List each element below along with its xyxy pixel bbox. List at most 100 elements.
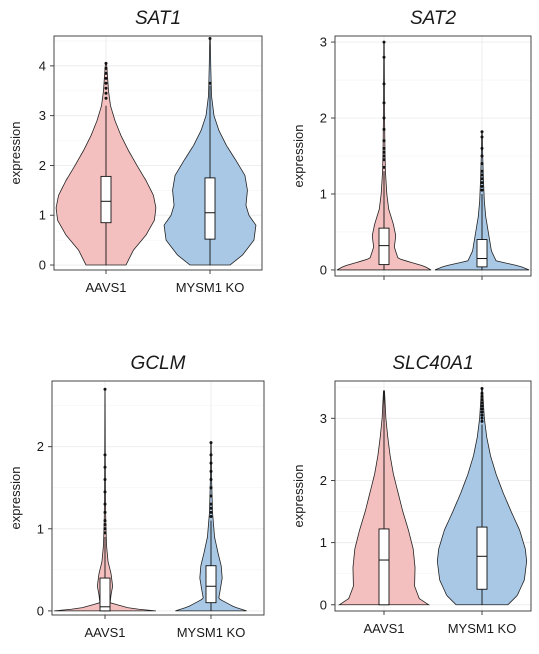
outlier-point xyxy=(480,146,484,150)
outlier-point xyxy=(103,465,107,469)
y-tick-label: 0 xyxy=(320,597,327,612)
box-iqr xyxy=(378,227,390,266)
outlier-point xyxy=(480,391,484,395)
outlier-point xyxy=(103,502,107,506)
outlier-point xyxy=(103,453,107,457)
outlier-point xyxy=(209,510,213,514)
panel-gclm: 0 1 2 AAVS1 MYSM1 KO expression GCLM xyxy=(8,353,265,640)
outlier-point xyxy=(382,55,386,59)
x-tick-label: AAVS1 xyxy=(86,280,127,295)
plot-border xyxy=(53,35,263,271)
y-tick-label: 1 xyxy=(39,208,46,223)
outlier-point xyxy=(480,188,484,192)
outlier-point xyxy=(480,173,484,177)
plot-border xyxy=(334,35,532,277)
box-iqr xyxy=(100,175,112,224)
outlier-point xyxy=(382,154,386,158)
box-iqr xyxy=(476,239,488,268)
outlier-point xyxy=(382,40,386,44)
outlier-point xyxy=(209,478,213,482)
outlier-point xyxy=(104,86,108,90)
outlier-point xyxy=(209,453,213,457)
outlier-point xyxy=(480,410,484,414)
panel-sat2: 0 1 2 3 expression SAT2 xyxy=(291,8,532,280)
outlier-point xyxy=(104,66,108,70)
outlier-point xyxy=(480,395,484,399)
outlier-point xyxy=(382,158,386,162)
chart-title: GCLM xyxy=(131,353,186,374)
outlier-point xyxy=(103,490,107,494)
outlier-point xyxy=(209,461,213,465)
chart-title: SAT2 xyxy=(410,8,457,29)
y-axis-label: expression xyxy=(8,122,23,185)
y-tick-label: 0 xyxy=(37,603,44,618)
outlier-point xyxy=(103,527,107,531)
outlier-point xyxy=(104,96,108,100)
outlier-point xyxy=(209,506,213,510)
y-tick-label: 1 xyxy=(320,186,327,201)
box-iqr xyxy=(378,528,390,606)
y-tick-label: 2 xyxy=(320,473,327,488)
box-iqr xyxy=(204,177,216,240)
plot-border xyxy=(51,380,265,616)
y-tick-label: 2 xyxy=(320,111,327,126)
y-axis-label: expression xyxy=(291,465,306,528)
y-tick-label: 3 xyxy=(320,35,327,50)
y-tick-label: 3 xyxy=(39,108,46,123)
outlier-point xyxy=(104,61,108,65)
y-tick-label: 0 xyxy=(320,262,327,277)
outlier-point xyxy=(480,401,484,405)
outlier-point xyxy=(104,81,108,85)
outlier-point xyxy=(103,531,107,535)
outlier-point xyxy=(480,386,484,390)
outlier-point xyxy=(209,441,213,445)
outlier-point xyxy=(480,177,484,181)
outlier-point xyxy=(103,510,107,514)
outlier-point xyxy=(208,81,212,85)
x-tick-label: MYSM1 KO xyxy=(176,280,245,295)
outlier-point xyxy=(103,387,107,391)
outlier-point xyxy=(480,404,484,408)
outlier-point xyxy=(382,116,386,120)
outlier-point xyxy=(104,71,108,75)
outlier-point xyxy=(104,91,108,95)
outlier-point xyxy=(480,162,484,166)
outlier-point xyxy=(209,514,213,518)
y-tick-label: 2 xyxy=(37,439,44,454)
panel-sat1: 0 1 2 3 4 AAVS1 MYSM1 KO expression SAT1 xyxy=(8,8,263,295)
outlier-point xyxy=(382,127,386,131)
box-iqr xyxy=(476,526,488,590)
outlier-point xyxy=(480,130,484,134)
y-tick-label: 2 xyxy=(39,158,46,173)
outlier-point xyxy=(209,502,213,506)
outlier-point xyxy=(103,523,107,527)
y-axis-label: expression xyxy=(291,125,306,188)
x-tick-label: AAVS1 xyxy=(364,621,405,636)
y-tick-label: 3 xyxy=(320,411,327,426)
outlier-point xyxy=(209,486,213,490)
outlier-point xyxy=(209,494,213,498)
x-tick-label: MYSM1 KO xyxy=(177,625,246,640)
chart-title: SAT1 xyxy=(135,8,181,29)
outlier-point xyxy=(480,398,484,402)
outlier-point xyxy=(382,146,386,150)
x-tick-label: AAVS1 xyxy=(85,625,126,640)
outlier-point xyxy=(382,150,386,154)
box-iqr xyxy=(99,577,111,612)
outlier-point xyxy=(209,469,213,473)
outlier-point xyxy=(480,154,484,158)
outlier-point xyxy=(480,413,484,417)
y-tick-label: 0 xyxy=(39,258,46,273)
outlier-point xyxy=(480,407,484,411)
y-tick-label: 1 xyxy=(37,521,44,536)
outlier-point xyxy=(480,184,484,188)
outlier-point xyxy=(104,76,108,80)
outlier-point xyxy=(103,519,107,523)
plot-background xyxy=(52,381,264,615)
outlier-point xyxy=(480,419,484,423)
outlier-point xyxy=(103,478,107,482)
box-iqr xyxy=(205,565,217,604)
plot-border xyxy=(334,380,532,612)
y-tick-label: 4 xyxy=(39,58,46,73)
